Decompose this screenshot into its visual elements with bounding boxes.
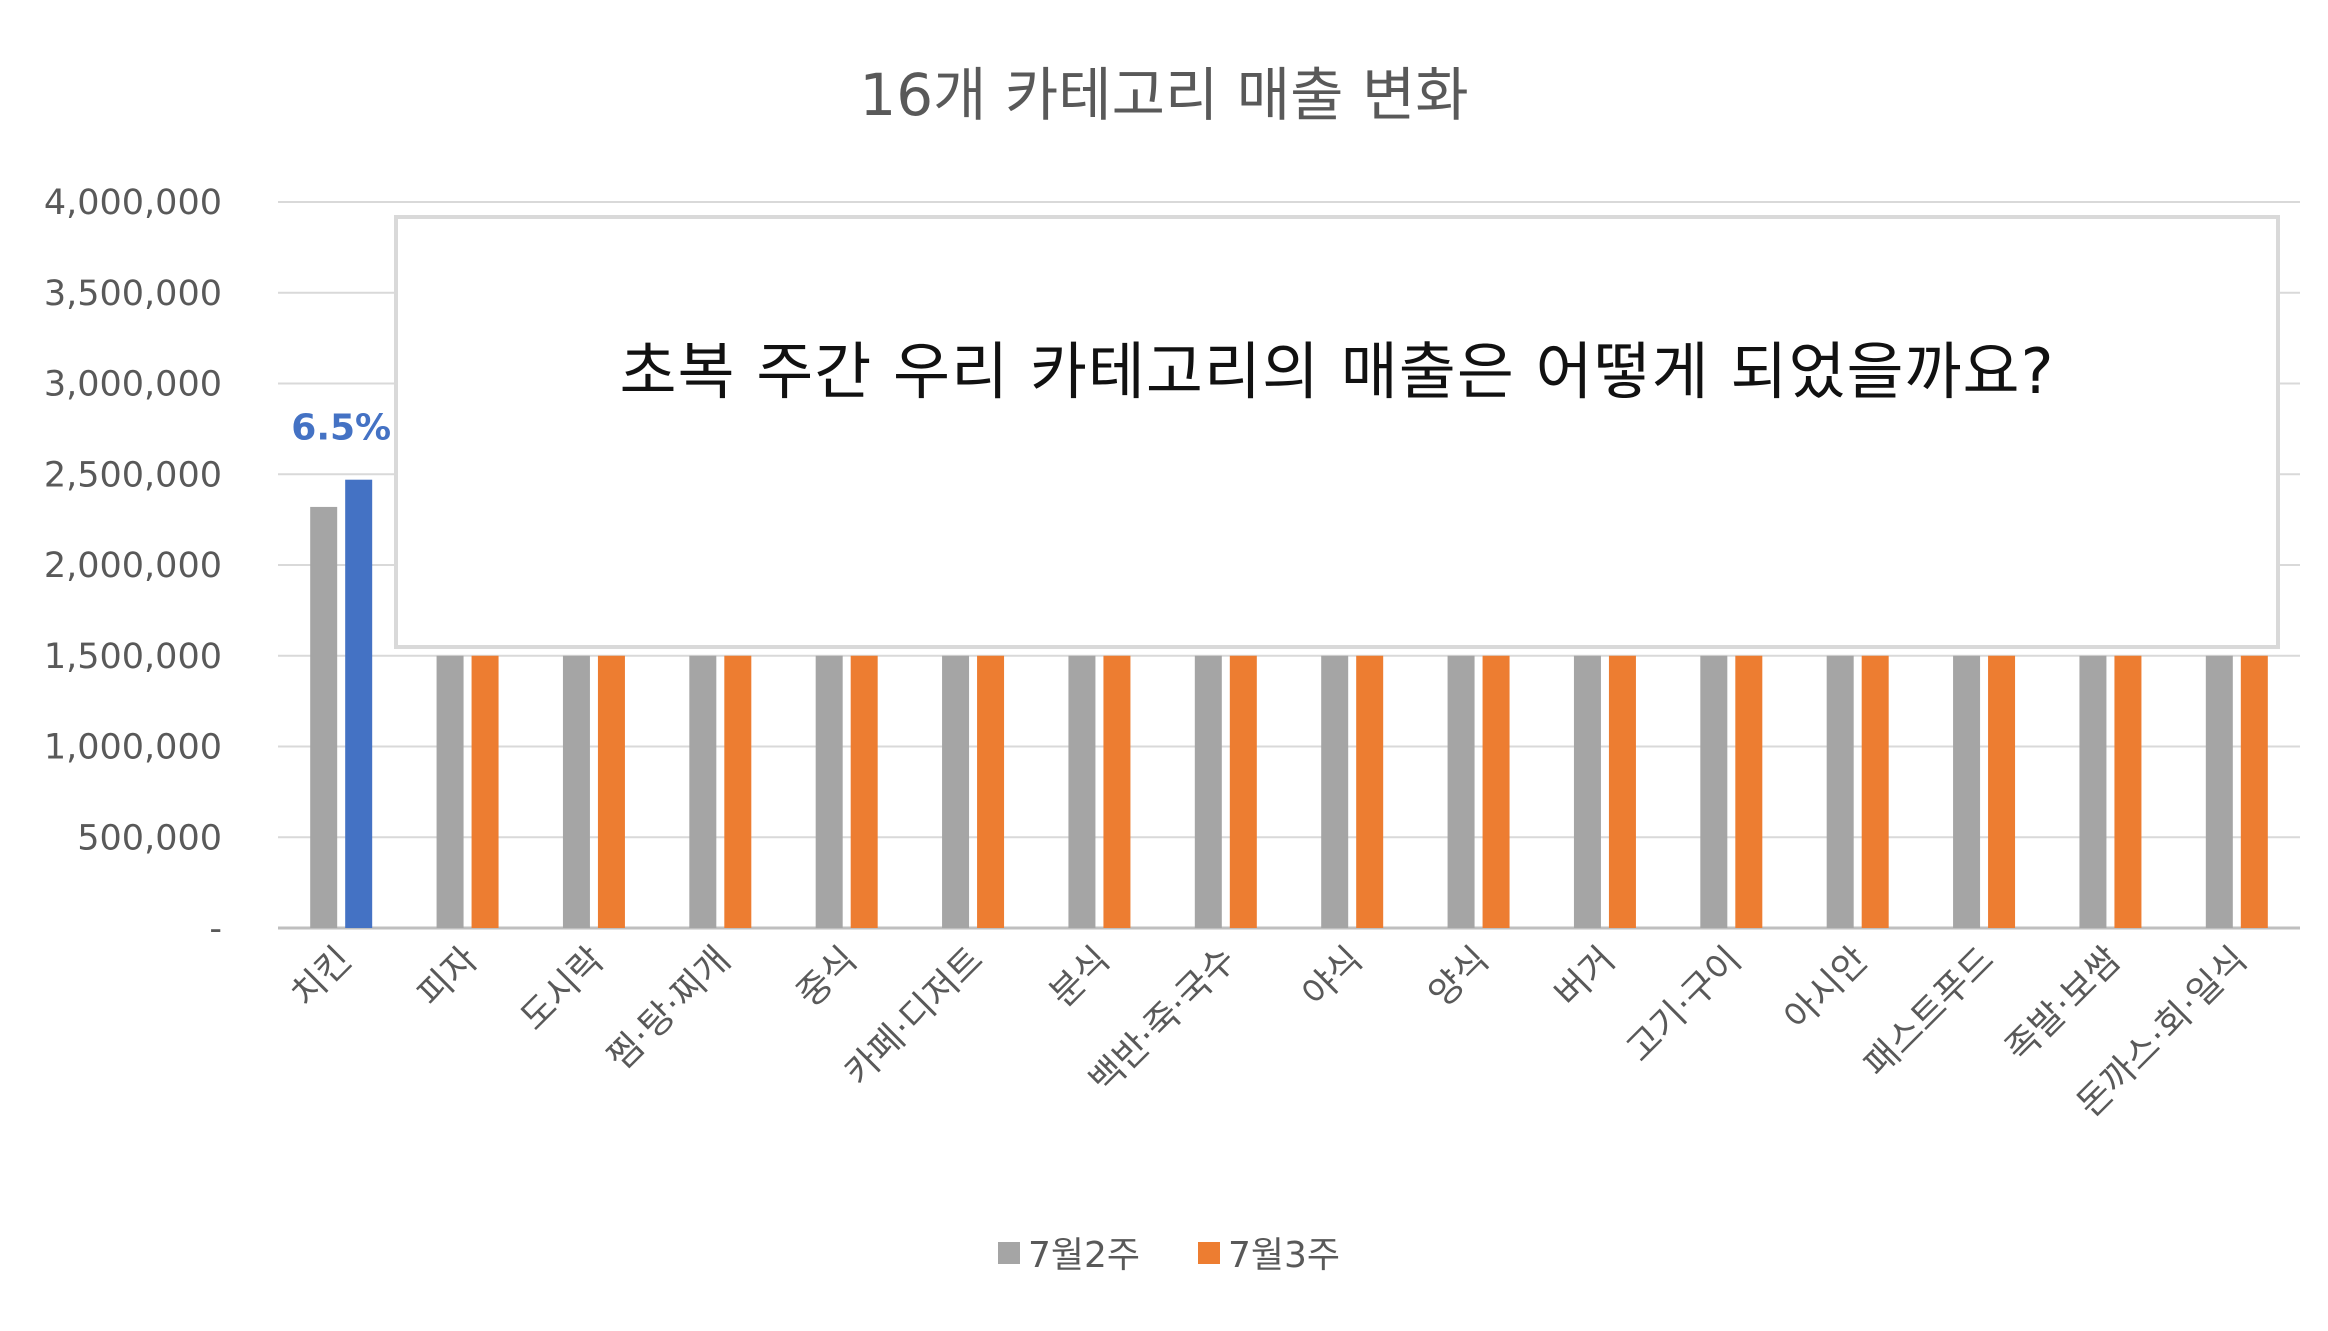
y-axis-ticks: - 500,000 1,000,000 1,500,000 2,000,000 2,500…	[44, 183, 222, 949]
bar-week3	[1482, 655, 1510, 928]
category-label: 도시락	[513, 939, 612, 1038]
bar-week2	[942, 655, 970, 928]
bar-week3	[850, 655, 878, 928]
bar-week2	[2205, 655, 2233, 928]
bars	[310, 479, 2268, 928]
bar-week2	[1573, 655, 1601, 928]
bar-week3	[977, 655, 1005, 928]
bar-week2	[310, 506, 338, 928]
bar-week2	[1321, 655, 1349, 928]
bar-week2	[1068, 655, 1096, 928]
category-label: 피자	[410, 939, 486, 1015]
y-tick-label: 1,500,000	[44, 637, 222, 677]
category-label: 버거	[1547, 939, 1623, 1015]
y-tick-label: 3,000,000	[44, 365, 222, 405]
category-label: 고기·구이	[1619, 939, 1750, 1070]
y-tick-label: 500,000	[77, 818, 222, 858]
bar-week2	[815, 655, 843, 928]
bar-week3	[2240, 655, 2268, 928]
category-label: 찜·탕·찌개	[600, 939, 739, 1078]
category-label: 족발·보쌈	[1998, 939, 2129, 1070]
y-tick-label: 1,000,000	[44, 728, 222, 768]
y-tick-label: 2,000,000	[44, 546, 222, 586]
legend-swatch	[998, 1242, 1020, 1264]
bar-week3	[2114, 655, 2142, 928]
category-label: 치킨	[284, 939, 360, 1015]
bar-week3	[1861, 655, 1889, 928]
legend-label: 7월3주	[1228, 1235, 1340, 1276]
bar-week2	[1826, 655, 1854, 928]
category-label: 패스트푸드	[1856, 939, 2002, 1085]
data-label-percent: 6.5%	[291, 408, 391, 449]
category-label: 카페·디저트	[837, 939, 991, 1093]
y-tick-label: 4,000,000	[44, 183, 222, 223]
bar-week3	[1608, 655, 1636, 928]
bar-week2	[1194, 655, 1222, 928]
bar-week2	[1953, 655, 1981, 928]
legend: 7월2주 7월3주	[998, 1235, 1340, 1276]
category-label: 양식	[1421, 939, 1497, 1015]
y-tick-label: -	[209, 909, 222, 949]
bar-week2	[1447, 655, 1475, 928]
bar-week3	[471, 655, 499, 928]
bar-week2	[436, 655, 464, 928]
bar-week3	[1988, 655, 2016, 928]
bar-week3	[597, 655, 625, 928]
category-label: 아시안	[1777, 939, 1876, 1038]
bar-week3	[1229, 655, 1257, 928]
y-tick-label: 3,500,000	[44, 274, 222, 314]
bar-week3	[1356, 655, 1384, 928]
y-tick-label: 2,500,000	[44, 455, 222, 495]
annotations: 6.5%	[291, 408, 391, 449]
bar-week3	[1103, 655, 1131, 928]
question-overlay-text: 초복 주간 우리 카테고리의 매출은 어떻게 되었을까요?	[619, 335, 2055, 408]
bar-week3	[345, 479, 373, 928]
legend-swatch	[1198, 1242, 1220, 1264]
category-label: 중식	[789, 939, 865, 1015]
chart-title: 16개 카테고리 매출 변화	[859, 61, 1468, 129]
legend-label: 7월2주	[1028, 1235, 1140, 1276]
question-overlay-box: 초복 주간 우리 카테고리의 매출은 어떻게 되었을까요?	[394, 215, 2280, 649]
bar-week3	[1735, 655, 1763, 928]
category-label: 분식	[1042, 939, 1118, 1015]
category-label: 야식	[1295, 939, 1371, 1015]
bar-week2	[2079, 655, 2107, 928]
bar-week2	[689, 655, 717, 928]
bar-week3	[724, 655, 752, 928]
bar-week2	[1700, 655, 1728, 928]
bar-week2	[562, 655, 590, 928]
